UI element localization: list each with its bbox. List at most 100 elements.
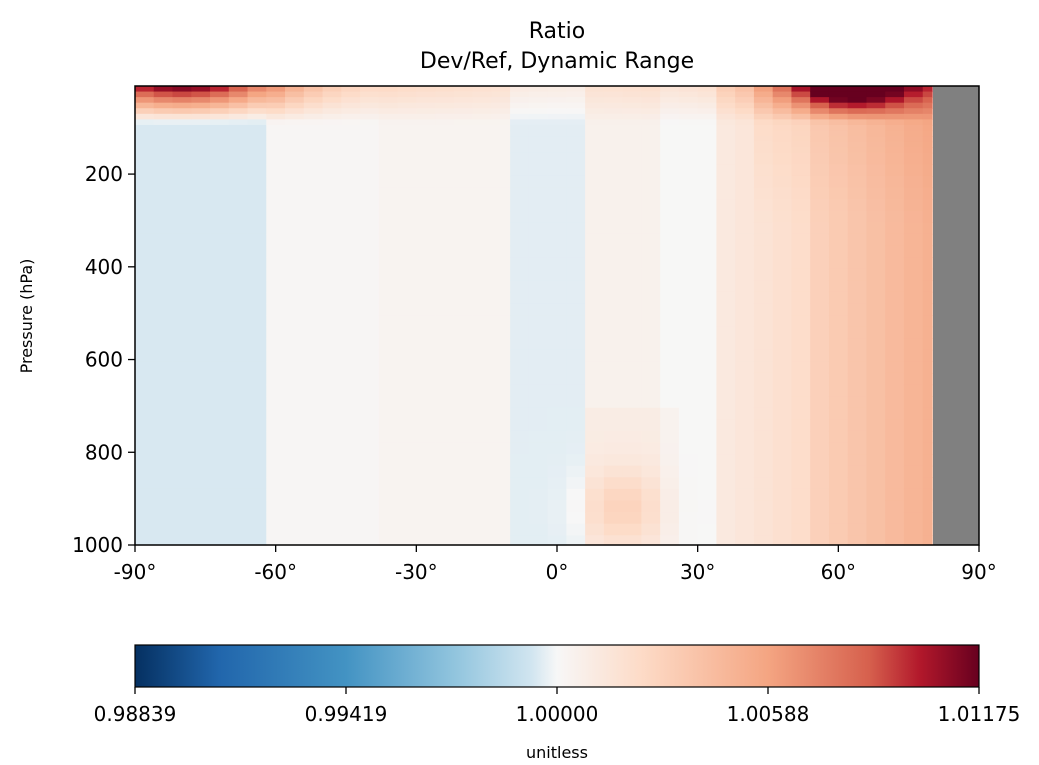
heatmap-cell [228,199,249,212]
heatmap-cell [510,535,530,546]
heatmap-cell [416,488,436,502]
heatmap-cell [697,130,718,137]
heatmap-cell [285,372,305,386]
heatmap-cell [716,91,736,98]
heatmap-cell [603,280,624,293]
heatmap-cell [716,465,736,478]
heatmap-cell [641,326,661,339]
heatmap-cell [903,500,924,513]
heatmap-cell [491,442,511,455]
heatmap-cell [153,500,174,513]
heatmap-cell [491,222,511,235]
heatmap-cell [772,349,793,362]
heatmap-cell [566,97,586,104]
heatmap-cell [191,147,211,154]
heatmap-cell [510,430,530,444]
heatmap-cell [472,396,492,409]
heatmap-cell [660,396,680,409]
heatmap-cell [922,361,933,374]
heatmap-cell [322,119,342,126]
heatmap-cell [191,86,211,93]
heatmap-cell [753,349,774,362]
heatmap-cell [453,199,474,212]
heatmap-cell [828,326,849,339]
heatmap-cell [135,419,155,432]
heatmap-cell [753,442,774,455]
heatmap-cell [228,361,249,374]
heatmap-cell [341,222,361,235]
heatmap-cell [660,477,680,490]
heatmap-cell [453,280,474,293]
heatmap-cell [303,268,324,281]
heatmap-cell [416,222,436,235]
heatmap-cell [135,113,155,120]
heatmap-cell [266,280,286,293]
heatmap-cell [603,187,624,200]
heatmap-cell [341,102,361,109]
heatmap-cell [547,147,567,154]
heatmap-cell [885,419,905,432]
heatmap-cell [660,86,680,93]
heatmap-cell [210,245,230,258]
heatmap-cell [210,315,230,328]
heatmap-cell [641,102,661,109]
heatmap-cell [697,233,718,247]
heatmap-cell [528,315,549,328]
heatmap-cell [791,113,811,120]
heatmap-cell [528,108,549,115]
heatmap-cell [585,113,605,120]
heatmap-cell [247,257,267,270]
heatmap-cell [753,124,774,132]
heatmap-cell [510,175,530,189]
heatmap-cell [453,141,474,148]
heatmap-cell [622,430,642,444]
heatmap-cell [828,349,849,362]
heatmap-cell [885,199,905,212]
heatmap-cell [885,523,905,536]
heatmap-cell [228,164,249,177]
heatmap-cell [903,535,924,546]
heatmap-cell [322,500,342,513]
heatmap-cell [641,245,661,258]
heatmap-cell [603,535,624,546]
x-tick-label: 30° [680,560,715,584]
heatmap-cell [378,113,399,120]
heatmap-cell [603,315,624,328]
heatmap-cell [247,245,267,258]
heatmap-cell [847,124,868,132]
heatmap-cell [360,315,380,328]
heatmap-cell [735,361,755,374]
heatmap-cell [735,291,755,305]
heatmap-cell [491,102,511,109]
heatmap-cell [828,372,849,386]
heatmap-cell [528,141,549,148]
heatmap-cell [810,130,830,137]
heatmap-cell [397,349,417,362]
heatmap-cell [360,222,380,235]
heatmap-cell [322,147,342,154]
heatmap-cell [191,108,211,115]
heatmap-cell [191,257,211,270]
heatmap-cell [678,523,699,536]
heatmap-cell [491,488,511,502]
heatmap-cell [341,187,361,200]
heatmap-cell [622,119,642,126]
heatmap-cell [172,199,192,212]
heatmap-cell [810,454,830,467]
heatmap-cell [847,454,868,467]
heatmap-cell [341,280,361,293]
colorbar-tick-label: 1.01175 [938,702,1021,726]
heatmap-cell [528,113,549,120]
heatmap-cell [603,442,624,455]
heatmap-cell [678,257,699,270]
heatmap-cell [191,419,211,432]
heatmap-cell [341,442,361,455]
heatmap-cell [285,130,305,137]
heatmap-cell [716,384,736,397]
heatmap-cell [191,210,211,223]
heatmap-cell [378,419,399,432]
heatmap-cell [210,222,230,235]
heatmap-cell [285,523,305,536]
heatmap-cell [753,164,774,177]
heatmap-cell [697,113,718,120]
